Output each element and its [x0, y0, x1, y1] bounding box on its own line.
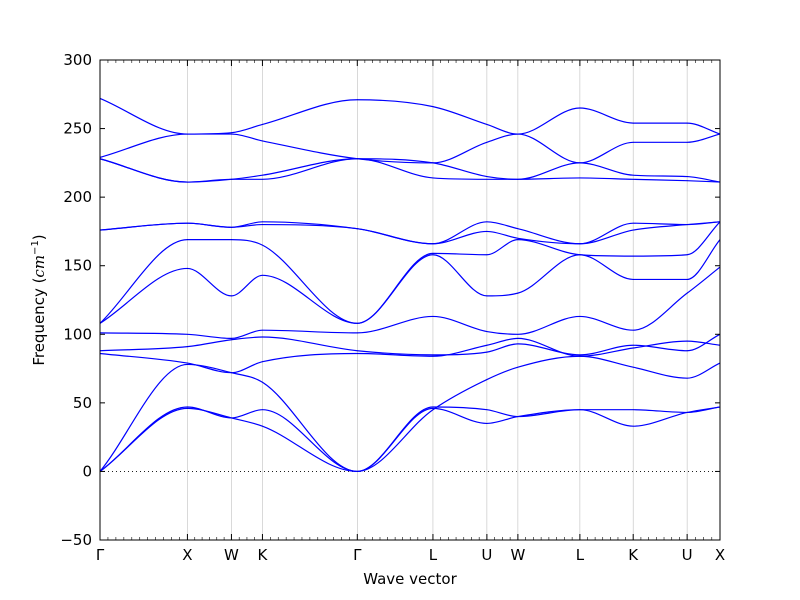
x-tick-label-K: K [628, 546, 639, 564]
plot-content [99, 60, 721, 540]
y-tick-label-0: 0 [82, 462, 92, 480]
x-tick-label-X: X [715, 546, 725, 564]
phonon-band-6 [99, 266, 721, 340]
y-axis-title-exponent: −1 [30, 240, 41, 255]
y-tick-label-100: 100 [63, 325, 92, 343]
y-tick-label--50: −50 [60, 531, 92, 549]
phonon-band-13 [99, 133, 721, 164]
phonon-band-1 [99, 406, 721, 473]
plot-frame [99, 59, 721, 541]
y-axis-title: Frequency (cm−1) [30, 234, 48, 365]
y-tick-label-300: 300 [63, 51, 92, 69]
x-tick-label-W: W [224, 546, 239, 564]
phonon-band-14 [99, 97, 721, 135]
x-tick-label-W: W [510, 546, 525, 564]
phonon-band-3 [99, 355, 721, 473]
y-axis-title-text: Frequency ( [30, 278, 48, 366]
x-tick-label-U: U [682, 546, 693, 564]
y-tick-label-250: 250 [63, 120, 92, 138]
y-tick-label-200: 200 [63, 188, 92, 206]
y-tick-label-150: 150 [63, 257, 92, 275]
x-tick-label-Γ: Γ [353, 546, 362, 564]
phonon-band-12 [99, 158, 721, 183]
phonon-band-10 [99, 221, 721, 245]
phonon-band-2 [99, 406, 721, 473]
y-tick-label-50: 50 [73, 394, 92, 412]
x-tick-label-X: X [182, 546, 192, 564]
x-tick-label-K: K [258, 546, 269, 564]
x-tick-label-U: U [481, 546, 492, 564]
x-axis-title: Wave vector [363, 570, 457, 588]
phonon-band-8 [99, 221, 721, 324]
phonon-band-5 [99, 333, 721, 356]
y-axis-title-close: ) [30, 234, 48, 240]
y-axis-title-unit: cm [30, 255, 48, 278]
y-axis-ticks: −50 0 50 100 150 200 250 300 [60, 51, 720, 549]
x-tick-label-Γ: Γ [96, 546, 105, 564]
x-tick-label-L: L [429, 546, 438, 564]
phonon-band-7 [99, 239, 721, 324]
x-tick-label-L: L [576, 546, 585, 564]
